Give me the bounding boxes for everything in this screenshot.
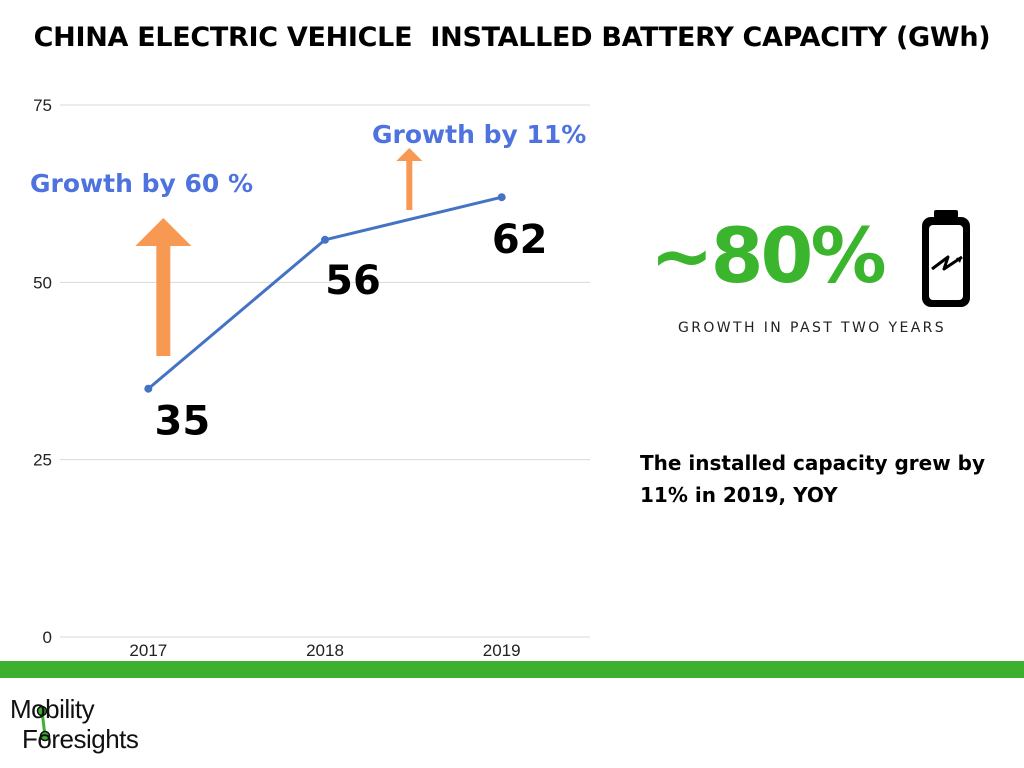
y-tick-label: 0	[43, 628, 52, 647]
line-chart: 0 25 50 75 2017 2018 2019 35 56 62 Growth by 60…	[30, 96, 590, 660]
arrow-up-icon	[396, 148, 423, 210]
logo-text-line1: Mobility	[10, 694, 95, 724]
logo-connector-icon	[36, 705, 51, 742]
y-tick-label: 25	[33, 451, 52, 470]
y-axis-ticks: 0 25 50 75	[33, 96, 52, 647]
battery-charging-icon	[922, 210, 970, 307]
x-tick-label: 2018	[306, 641, 344, 660]
data-point	[321, 235, 329, 244]
mobility-foresights-logo: Mobility Foresights	[8, 694, 178, 758]
y-tick-label: 75	[33, 96, 52, 115]
growth-arrows	[135, 148, 423, 356]
data-labels: 35 56 62	[154, 217, 547, 445]
data-point	[144, 384, 153, 393]
data-label: 62	[492, 217, 548, 263]
logo-text-line2: Foresights	[22, 724, 139, 754]
x-tick-label: 2019	[483, 641, 521, 660]
growth-annotations: Growth by 60 % Growth by 11%	[30, 120, 586, 198]
x-tick-label: 2017	[129, 641, 167, 660]
x-axis-ticks: 2017 2018 2019	[129, 641, 520, 660]
growth-stat-caption: GROWTH IN PAST TWO YEARS	[678, 320, 947, 336]
growth-annotation: Growth by 60 %	[30, 169, 253, 198]
footer-divider	[0, 661, 1024, 678]
series-layer	[144, 193, 506, 393]
arrow-up-icon	[135, 218, 192, 356]
growth-annotation: Growth by 11%	[372, 120, 586, 149]
y-tick-label: 50	[33, 273, 52, 292]
data-label: 35	[154, 399, 210, 445]
chart-title: CHINA ELECTRIC VEHICLE INSTALLED BATTERY…	[33, 22, 991, 53]
growth-stat-value: ~80%	[650, 211, 887, 300]
grid-lines	[60, 104, 590, 638]
data-point	[497, 193, 506, 202]
data-label: 56	[325, 258, 381, 304]
summary-note: The installed capacity grew by 11% in 20…	[640, 451, 985, 507]
